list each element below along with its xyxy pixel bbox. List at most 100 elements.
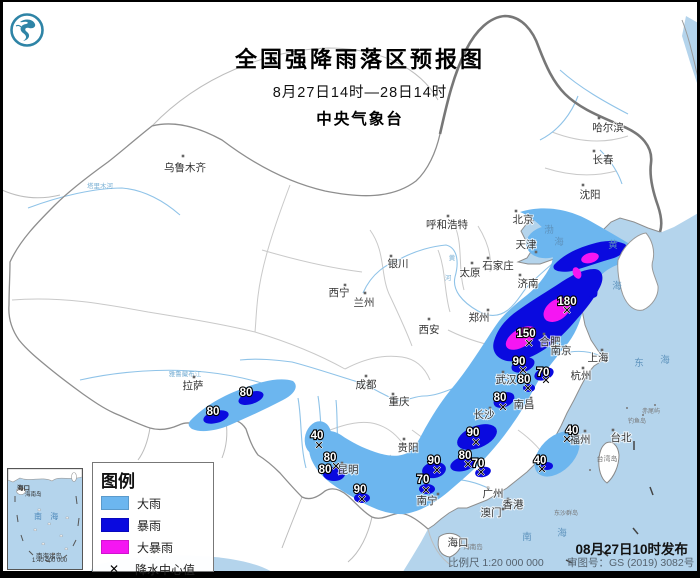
precip-value-label: 90 [428,455,441,467]
precip-value-label: 40 [534,455,547,467]
sea-label: 海 [554,236,564,248]
geo-label: 台湾岛 [597,454,618,463]
precip-value-label: 40 [566,425,579,437]
city-dot [450,536,454,540]
precip-value-label: 80 [518,374,531,386]
city-dot [470,261,474,265]
precip-value-label: 70 [472,458,485,470]
city-dot [501,507,505,511]
legend-item: 大雨 [101,492,213,514]
city-label: 上海 [588,351,609,364]
geo-label: 海南岛 [463,542,483,551]
legend-label: 大暴雨 [137,540,174,555]
city-dot [446,214,450,218]
city-dot [364,374,368,378]
city-label: 天津 [516,239,537,251]
river-label: 黄 [449,253,456,262]
sea-labels: 渤海 黄海东 海南海 [522,224,670,543]
city-dot [506,497,510,501]
page-title: 全国强降雨落区预报图 [234,47,485,72]
city-dot [486,486,490,490]
city-dot [581,183,585,187]
approval-number: 审图号：GS (2019) 3082号 [567,557,695,569]
river-label: 塔里木河 [87,181,114,190]
city-label: 福州 [570,433,591,446]
city-label: 西安 [419,323,440,336]
city-dot [389,254,393,258]
precip-value-label: 80 [324,452,337,464]
precip-value-label: 70 [417,474,430,486]
precip-center-cross: ✕ [518,365,527,377]
city-dot [534,250,538,254]
city-dot [391,392,395,396]
city-label: 呼和浩特 [426,219,468,231]
precip-value-label: 150 [516,328,535,340]
city-label: 成都 [356,379,377,391]
city-dot [181,154,185,158]
city-label: 海口 [448,536,469,549]
precip-center-cross: ✕ [432,465,441,477]
precip-center-cross: ✕ [463,459,472,471]
sea-label: 海 [612,280,622,292]
city-dot [597,116,601,120]
dash-line-segments [565,441,654,564]
precip-center-cross: ✕ [562,434,571,446]
precip-center-cross: ✕ [524,338,533,350]
city-label: 长沙 [474,409,495,421]
inset-haikou-label: 海口 [17,485,30,492]
city-dot [343,283,347,287]
precip-center-cross: ✕ [562,305,571,317]
city-label: 拉萨 [183,379,204,392]
river-label: 河 [445,274,452,282]
inset-islands-label: 南海诸岛 [36,553,62,560]
city-dot [518,273,522,277]
legend-label: 降水中心值 [135,562,196,577]
city-label: 南宁 [417,494,438,507]
city-dot [611,428,615,432]
legend-item: ✕ 降水中心值 [101,558,213,578]
title-block: 全国强降雨落区预报图 8月27日14时—28日14时 中央气象台 [170,42,550,129]
legend-swatch [101,496,129,510]
precip-value-label: 90 [354,484,367,496]
islands-layer [437,232,659,564]
geo-label: 赤尾屿 [642,407,660,415]
issue-time: 08月27日10时发布 [575,542,688,557]
city-dot [581,366,585,370]
city-dot [340,461,344,465]
city-dot [551,345,555,349]
river-label: 雅鲁藏布江 [169,369,202,378]
city-label: 兰州 [354,296,375,309]
city-dot [436,492,440,496]
city-dot [402,437,406,441]
geo-label: 东沙群岛 [554,509,578,517]
city-label: 台北 [611,431,632,444]
legend-swatch [101,540,129,554]
city-label: 石家庄 [482,259,514,272]
city-label: 重庆 [389,395,410,408]
precip-value-label: 90 [513,356,526,368]
precip-center-marker-icon: ✕ [108,562,120,576]
city-dot [514,209,518,213]
city-dot [363,291,367,295]
city-label: 哈尔滨 [592,121,624,134]
inset-hainan-label: 海南岛 [25,492,42,498]
precip-center-cross: ✕ [331,461,340,473]
city-dot [592,149,596,153]
precip-center-values: ✕180✕150✕90✕70✕80✕80✕90✕80✕70✕90✕70✕40✕4… [206,295,580,507]
city-label: 合肥 [540,335,561,348]
city-label: 沈阳 [580,188,601,201]
rain-area-heavy-rainstorm [505,252,599,350]
city-label: 昆明 [338,464,359,476]
city-label: 乌鲁木齐 [164,161,206,174]
legend-label: 暴雨 [137,518,162,533]
legend-swatch [101,518,129,532]
sea-label: 海 [660,354,670,366]
sea-label: 东 [634,357,644,369]
precip-value-label: 80 [207,406,220,418]
city-dot [427,317,431,321]
precip-center-cross: ✕ [357,494,366,506]
legend-title: 图例 [101,472,135,491]
